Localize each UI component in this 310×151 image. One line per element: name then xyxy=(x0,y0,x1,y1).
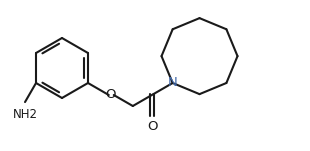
Text: O: O xyxy=(105,88,116,101)
Text: NH2: NH2 xyxy=(12,108,38,121)
Text: N: N xyxy=(168,77,178,90)
Text: O: O xyxy=(147,120,157,133)
